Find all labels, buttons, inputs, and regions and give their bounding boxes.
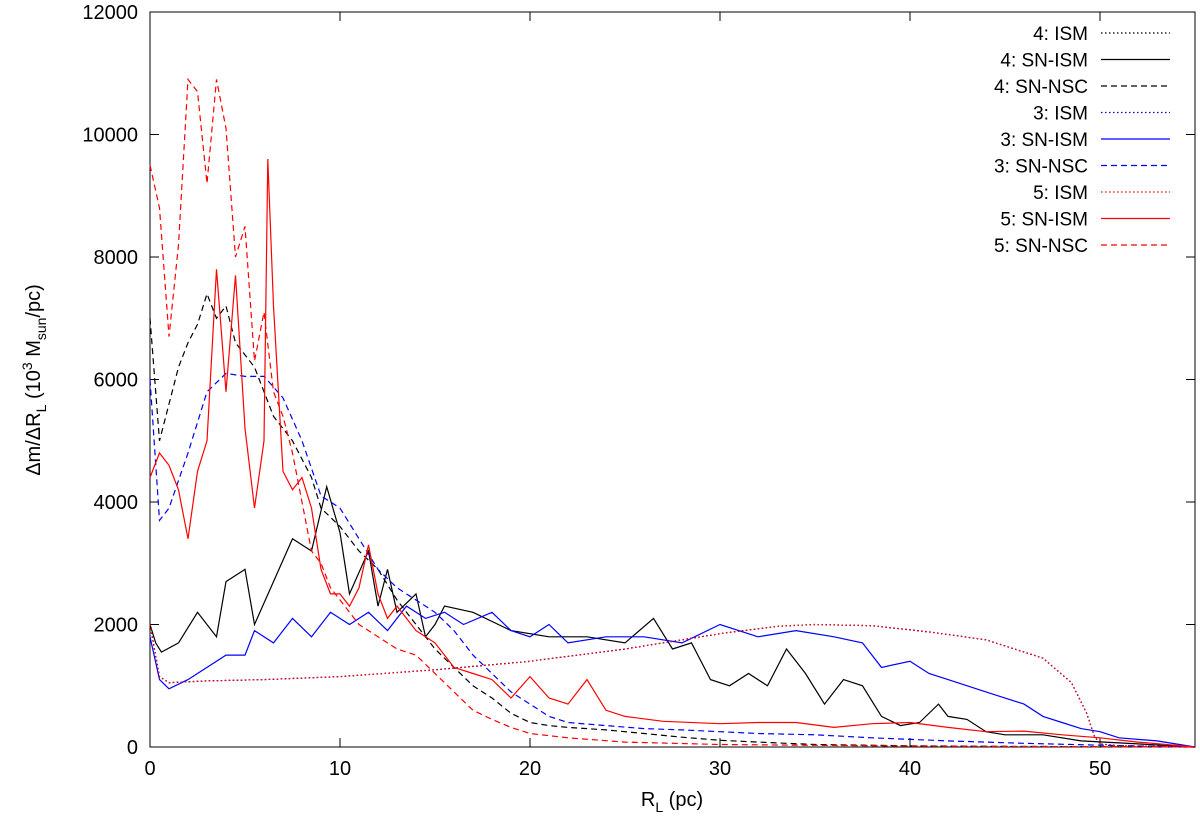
x-tick-label: 50 xyxy=(1089,758,1111,780)
x-tick-label: 10 xyxy=(329,758,351,780)
series-line-4-sn-nsc xyxy=(149,291,1196,748)
y-tick-label: 4000 xyxy=(94,492,139,514)
x-tick-label: 0 xyxy=(144,758,155,780)
series-line-4-ism xyxy=(149,623,1196,748)
y-tick-label: 10000 xyxy=(82,125,138,147)
legend-label: 3: SN-NSC xyxy=(994,157,1088,178)
series-line-3-sn-ism xyxy=(149,605,1196,748)
y-tick-label: 6000 xyxy=(94,370,139,392)
y-axis-label: Δm/ΔRL (103 Msun/pc) xyxy=(19,284,49,476)
x-tick-label: 40 xyxy=(899,758,921,780)
series-line-5-sn-nsc xyxy=(149,77,1196,748)
legend-label: 5: SN-ISM xyxy=(1000,210,1088,231)
legend-label: 4: SN-NSC xyxy=(994,77,1088,98)
legend-label: 5: ISM xyxy=(1033,183,1088,204)
legend-label: 4: ISM xyxy=(1033,24,1088,45)
x-tick-label: 30 xyxy=(709,758,731,780)
axes: 0 10 20 30 40 50 0 2000 4000 6000 8000 10000 12000 xyxy=(82,2,1195,780)
y-tick-label: 0 xyxy=(127,737,138,759)
series-line-5-sn-ism xyxy=(149,158,1196,748)
legend-label: 3: ISM xyxy=(1033,104,1088,125)
legend-label: 5: SN-NSC xyxy=(994,236,1088,257)
legend: 4: ISM 4: SN-ISM 4: SN-NSC 3: ISM 3: SN-ISM 3… xyxy=(994,24,1170,257)
legend-label: 4: SN-ISM xyxy=(1000,51,1088,72)
series-line-5-ism xyxy=(149,623,1196,748)
series-layer xyxy=(149,77,1196,748)
y-tick-label: 2000 xyxy=(94,615,139,637)
y-tick-label: 8000 xyxy=(94,247,139,269)
y-tick-label: 12000 xyxy=(82,2,138,24)
series-line-3-sn-nsc xyxy=(149,372,1196,748)
series-line-4-sn-ism xyxy=(149,484,1196,748)
legend-label: 3: SN-ISM xyxy=(1000,130,1088,151)
x-axis-label: RL (pc) xyxy=(641,789,703,815)
x-tick-label: 20 xyxy=(519,758,541,780)
series-line-3-ism xyxy=(149,623,1196,748)
